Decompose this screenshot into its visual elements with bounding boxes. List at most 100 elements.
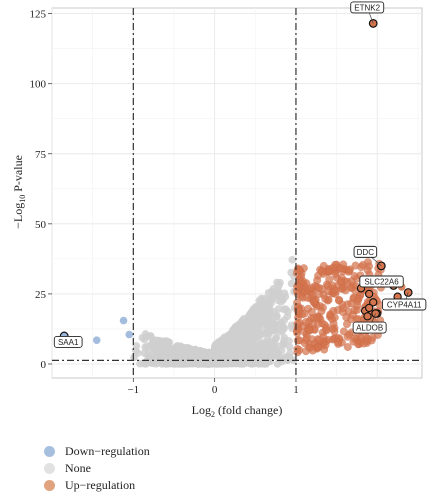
point-up — [305, 325, 314, 334]
point-none — [208, 359, 217, 368]
point-up — [303, 293, 312, 302]
point-none — [242, 321, 250, 329]
point-none — [216, 343, 224, 352]
gene-label: ETNK2 — [354, 3, 380, 12]
y-tick-label: 50 — [35, 219, 47, 231]
point-up — [350, 272, 359, 281]
point-none — [264, 322, 273, 331]
point-none — [257, 352, 266, 361]
x-tick-label: 0 — [212, 384, 218, 396]
point-none — [172, 353, 181, 362]
point-none — [267, 295, 276, 304]
point-none — [247, 360, 256, 368]
point-up — [315, 283, 324, 292]
point-up — [345, 265, 354, 274]
point-none — [225, 351, 234, 360]
gene-label: ALDOB — [356, 324, 383, 333]
y-tick-label: 0 — [41, 359, 47, 371]
gene-label: CYP4A11 — [387, 301, 422, 310]
point-up — [321, 294, 330, 303]
point-up — [363, 266, 372, 275]
point-up — [293, 336, 302, 345]
point-up — [331, 269, 340, 278]
point-none — [238, 328, 247, 337]
point-none — [274, 296, 283, 305]
point-down — [119, 316, 128, 325]
threshold-lines — [52, 8, 422, 378]
point-highlight — [369, 298, 378, 307]
y-tick-label: 100 — [30, 79, 47, 91]
point-none — [238, 351, 247, 359]
label-box — [53, 336, 83, 348]
point-none — [245, 352, 254, 360]
point-none — [285, 353, 294, 361]
axis-ticks: −1 0 1 0 25 50 75 100 125 — [30, 9, 299, 396]
point-up — [351, 261, 360, 270]
point-up — [342, 320, 351, 329]
x-tick-label: −1 — [127, 384, 139, 396]
point-none — [256, 310, 265, 319]
point-up — [354, 294, 363, 303]
point-none — [270, 289, 279, 298]
point-up — [325, 275, 334, 284]
point-up — [338, 300, 347, 309]
label-box — [352, 321, 387, 334]
point-none — [205, 353, 213, 362]
y-tick-label: 25 — [35, 289, 47, 301]
point-up — [321, 341, 330, 350]
y-tick-label: 75 — [35, 149, 47, 161]
point-none — [280, 324, 289, 333]
point-none — [154, 337, 163, 345]
gene-labels: ETNK2 DDC SLC22A6 CYP4A11 ALDOB SAA1 — [53, 1, 427, 348]
point-none — [223, 342, 232, 350]
point-up — [293, 282, 302, 291]
point-none — [273, 360, 282, 368]
point-highlight — [364, 289, 374, 299]
point-up — [347, 299, 356, 308]
points-layer — [92, 19, 412, 368]
volcano-plot: ETNK2 DDC SLC22A6 CYP4A11 ALDOB SAA1 −1 0 1 0 25 5… — [11, 1, 427, 419]
point-highlight — [363, 312, 372, 321]
point-none — [275, 351, 283, 360]
labeled-point — [403, 288, 413, 297]
point-up — [301, 318, 310, 327]
label-box — [350, 1, 385, 14]
point-up — [367, 336, 376, 345]
point-down — [92, 336, 101, 344]
point-up — [329, 306, 338, 315]
point-none — [183, 345, 192, 354]
point-none — [271, 326, 280, 335]
legend: Down−regulation None Up−regulation — [44, 443, 150, 494]
point-none — [244, 344, 252, 353]
point-up — [293, 319, 302, 328]
point-none — [287, 321, 296, 330]
point-none — [234, 338, 243, 347]
point-none — [256, 304, 264, 313]
point-none — [272, 333, 281, 342]
point-none — [183, 358, 191, 367]
point-none — [288, 256, 297, 264]
labeled-point — [368, 19, 378, 28]
y-tick-label: 125 — [30, 9, 47, 21]
y-axis-label: −Log10 P-value — [11, 155, 27, 229]
point-up — [307, 283, 316, 292]
point-up — [314, 319, 323, 328]
point-none — [141, 343, 149, 351]
label-box — [353, 245, 378, 258]
point-none — [159, 342, 167, 351]
point-none — [140, 335, 149, 344]
point-none — [276, 278, 284, 287]
point-none — [280, 305, 288, 314]
point-none — [212, 353, 221, 362]
point-up — [359, 339, 368, 348]
point-none — [257, 296, 266, 305]
point-up — [292, 269, 301, 278]
point-none — [140, 359, 148, 368]
point-none — [285, 337, 293, 345]
label-box — [359, 275, 404, 288]
label-box — [382, 298, 427, 311]
point-none — [265, 330, 273, 338]
point-none — [281, 292, 290, 301]
point-none — [151, 343, 160, 352]
point-none — [265, 357, 273, 366]
